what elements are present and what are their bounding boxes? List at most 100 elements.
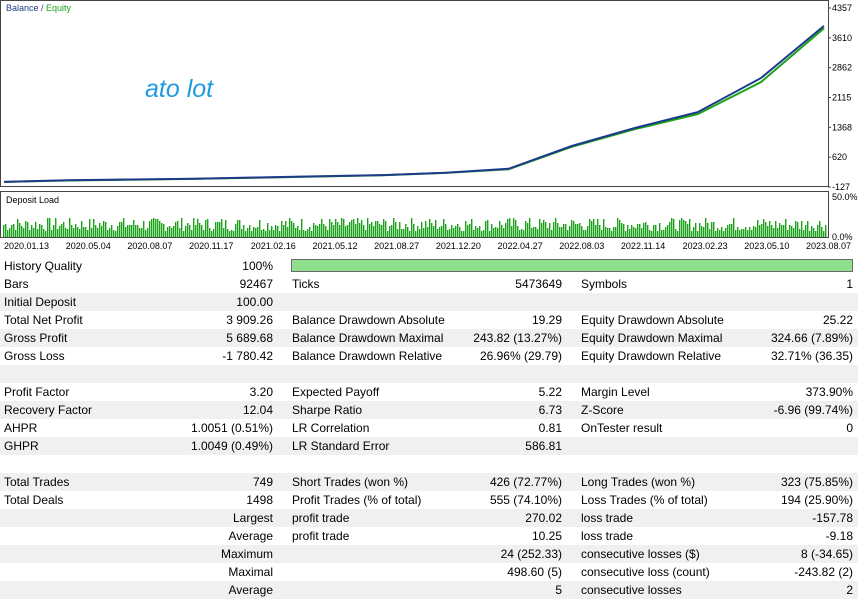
deposit-load-bar	[721, 227, 723, 237]
report-value: 0	[846, 421, 853, 435]
deposit-load-bar	[731, 224, 733, 237]
deposit-load-bar	[805, 225, 807, 237]
x-tick-label: 2021.12.20	[436, 241, 481, 251]
deposit-load-bar	[713, 222, 715, 237]
deposit-load-bar	[383, 219, 385, 237]
report-value: Maximum	[220, 547, 273, 561]
deposit-load-bar	[479, 226, 481, 237]
deposit-load-bar	[605, 227, 607, 237]
deposit-load-bar	[107, 230, 109, 237]
deposit-load-bar	[377, 221, 379, 237]
report-value: 373.90%	[805, 385, 853, 399]
deposit-load-bar	[319, 224, 321, 237]
deposit-load-bar	[159, 221, 161, 237]
deposit-load-bar	[429, 219, 431, 237]
report-value	[700, 365, 853, 383]
deposit-load-bar	[415, 231, 417, 237]
deposit-load-bar	[51, 230, 53, 237]
deposit-load-bar	[537, 229, 539, 237]
deposit-load-bar	[409, 231, 411, 237]
deposit-load-bar	[785, 219, 787, 237]
load-tick-label: 0.0%	[832, 232, 853, 242]
report-value: 8 (-34.65)	[800, 547, 853, 561]
report-label: Profit Factor	[4, 385, 70, 399]
deposit-load-bar	[691, 231, 693, 237]
report-value: 1.0051 (0.51%)	[190, 421, 273, 435]
deposit-load-bar	[443, 219, 445, 237]
report-value: Largest	[232, 511, 273, 525]
deposit-load-bar	[333, 225, 335, 237]
y-tick-label: 2862	[832, 63, 852, 73]
y-tick-label: 620	[832, 152, 847, 162]
deposit-load-bar	[155, 219, 157, 237]
deposit-load-bar	[559, 227, 561, 237]
deposit-load-bar	[481, 231, 483, 237]
report-value: 5473649	[515, 277, 562, 291]
deposit-load-bar	[95, 225, 97, 237]
deposit-load-bar	[233, 231, 235, 237]
deposit-load-bar	[439, 227, 441, 237]
deposit-load-bar	[477, 228, 479, 237]
report-value: 2	[846, 583, 853, 597]
report-value: 32.71% (36.35)	[770, 349, 853, 363]
deposit-load-bar	[103, 221, 105, 237]
deposit-load-bar	[719, 230, 721, 237]
deposit-load-bar	[161, 223, 163, 237]
report-value	[150, 365, 273, 383]
deposit-load-bar	[759, 225, 761, 237]
deposit-load-bar	[371, 222, 373, 237]
deposit-load-bar	[77, 227, 79, 237]
deposit-load-bar	[147, 228, 149, 237]
deposit-load-bar	[189, 225, 191, 237]
report-value: 426 (72.77%)	[489, 475, 562, 489]
report-label: consecutive loss (count)	[581, 565, 710, 579]
deposit-load-bar	[465, 221, 467, 237]
deposit-load-bar	[101, 226, 103, 237]
legend-equity: Equity	[46, 3, 72, 13]
history-quality-bar-fill	[292, 260, 852, 271]
deposit-load-bar	[661, 230, 663, 237]
x-tick-label: 2021.02.16	[251, 241, 296, 251]
deposit-load-bar	[463, 231, 465, 237]
report-value	[700, 455, 853, 473]
deposit-load-bar	[65, 228, 67, 237]
deposit-load-bar	[455, 226, 457, 237]
report-row: Maximum 24 (252.33) consecutive losses ($)…	[0, 545, 858, 563]
deposit-load-bar	[601, 230, 603, 237]
report-label: Balance Drawdown Relative	[292, 349, 443, 363]
report-label: Balance Drawdown Maximal	[292, 331, 444, 345]
deposit-load-bar	[613, 227, 615, 237]
deposit-load-bar	[485, 221, 487, 237]
deposit-load-bar	[329, 219, 331, 237]
deposit-load-bar	[571, 220, 573, 237]
deposit-load-bar	[471, 219, 473, 237]
x-tick-label: 2021.08.27	[374, 241, 419, 251]
deposit-load-bar	[169, 226, 171, 237]
report-label: Short Trades (won %)	[292, 475, 409, 489]
deposit-load-bar	[809, 231, 811, 237]
deposit-load-bar	[501, 225, 503, 237]
deposit-load-bar	[427, 227, 429, 237]
deposit-load-bar	[187, 223, 189, 237]
deposit-load-bar	[611, 231, 613, 237]
deposit-load-bar	[393, 218, 395, 237]
deposit-load-bar	[201, 225, 203, 237]
report-label: Gross Loss	[4, 349, 65, 363]
deposit-load-bar	[165, 231, 167, 237]
deposit-load-bar	[113, 230, 115, 237]
deposit-load-bar	[457, 224, 459, 237]
deposit-load-bar	[445, 224, 447, 237]
deposit-load-bar	[547, 228, 549, 237]
deposit-load-bar	[367, 218, 369, 237]
deposit-load-bar	[197, 219, 199, 237]
y-tick-label: 4357	[832, 3, 852, 13]
deposit-load-bar	[557, 223, 559, 237]
deposit-load-frame	[0, 191, 829, 238]
deposit-load-bar	[431, 223, 433, 237]
deposit-load-bar	[261, 230, 263, 237]
deposit-load-bar	[17, 219, 19, 237]
deposit-load-bar	[817, 225, 819, 237]
legend: Balance / Equity	[6, 3, 72, 13]
x-tick-label: 2021.05.12	[312, 241, 357, 251]
deposit-load-bar	[387, 231, 389, 237]
